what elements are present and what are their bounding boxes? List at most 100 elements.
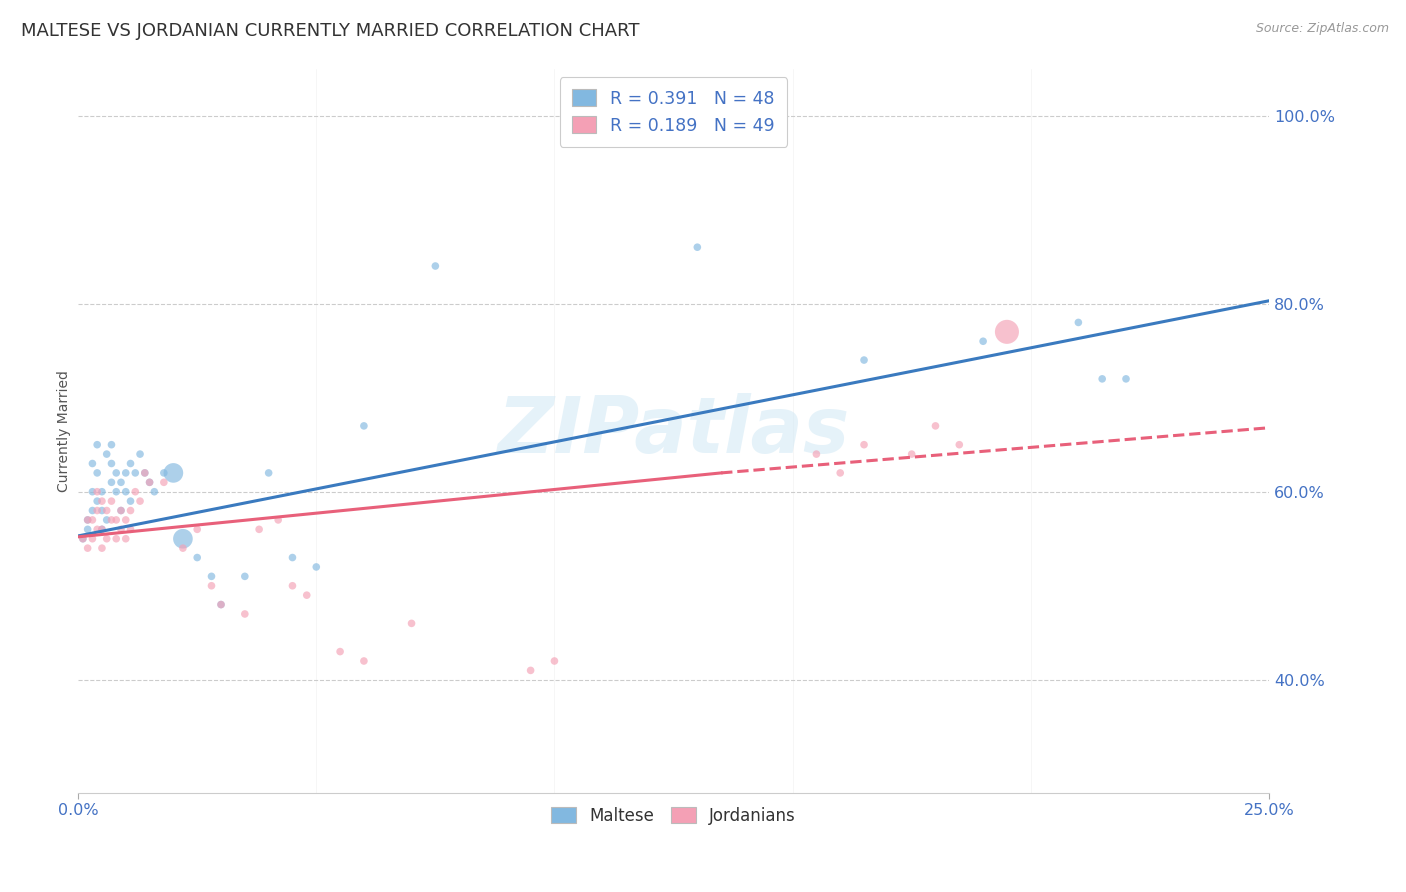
Text: ZIPatlas: ZIPatlas	[498, 392, 849, 468]
Point	[96, 447, 118, 461]
Point	[86, 494, 108, 508]
Point	[138, 475, 160, 490]
Point	[100, 438, 122, 452]
Point	[105, 532, 128, 546]
Point	[76, 522, 98, 536]
Text: Source: ZipAtlas.com: Source: ZipAtlas.com	[1256, 22, 1389, 36]
Point	[267, 513, 290, 527]
Point	[105, 466, 128, 480]
Point	[72, 532, 94, 546]
Point	[806, 447, 828, 461]
Point	[853, 438, 876, 452]
Point	[948, 438, 970, 452]
Point	[82, 513, 104, 527]
Point	[120, 503, 142, 517]
Point	[153, 466, 176, 480]
Point	[110, 503, 132, 517]
Point	[110, 475, 132, 490]
Point	[82, 484, 104, 499]
Point	[91, 503, 114, 517]
Point	[114, 466, 136, 480]
Point	[134, 466, 156, 480]
Point	[401, 616, 423, 631]
Point	[353, 418, 375, 433]
Point	[91, 541, 114, 556]
Point	[114, 484, 136, 499]
Point	[200, 569, 222, 583]
Point	[86, 484, 108, 499]
Point	[129, 447, 152, 461]
Point	[76, 513, 98, 527]
Point	[76, 513, 98, 527]
Point	[124, 466, 146, 480]
Point	[247, 522, 270, 536]
Point	[120, 457, 142, 471]
Point	[91, 522, 114, 536]
Point	[200, 579, 222, 593]
Point	[86, 438, 108, 452]
Point	[110, 522, 132, 536]
Point	[72, 532, 94, 546]
Point	[153, 475, 176, 490]
Point	[209, 598, 232, 612]
Point	[329, 644, 352, 658]
Point	[82, 532, 104, 546]
Point	[257, 466, 280, 480]
Point	[143, 484, 166, 499]
Point	[82, 457, 104, 471]
Point	[138, 475, 160, 490]
Point	[86, 503, 108, 517]
Point	[100, 457, 122, 471]
Point	[972, 334, 994, 349]
Point	[172, 532, 194, 546]
Point	[900, 447, 922, 461]
Point	[96, 503, 118, 517]
Point	[186, 550, 208, 565]
Point	[91, 494, 114, 508]
Point	[353, 654, 375, 668]
Point	[134, 466, 156, 480]
Point	[96, 532, 118, 546]
Point	[305, 560, 328, 574]
Point	[853, 353, 876, 368]
Point	[162, 466, 184, 480]
Point	[295, 588, 318, 602]
Point	[120, 522, 142, 536]
Point	[82, 503, 104, 517]
Point	[281, 579, 304, 593]
Point	[1091, 372, 1114, 386]
Point	[1115, 372, 1137, 386]
Point	[100, 475, 122, 490]
Point	[105, 484, 128, 499]
Point	[172, 541, 194, 556]
Point	[91, 522, 114, 536]
Point	[124, 484, 146, 499]
Point	[129, 494, 152, 508]
Point	[281, 550, 304, 565]
Point	[995, 325, 1018, 339]
Point	[1067, 315, 1090, 329]
Point	[105, 513, 128, 527]
Point	[519, 664, 541, 678]
Point	[96, 513, 118, 527]
Y-axis label: Currently Married: Currently Married	[58, 369, 72, 491]
Point	[100, 494, 122, 508]
Text: MALTESE VS JORDANIAN CURRENTLY MARRIED CORRELATION CHART: MALTESE VS JORDANIAN CURRENTLY MARRIED C…	[21, 22, 640, 40]
Point	[233, 607, 256, 621]
Point	[114, 513, 136, 527]
Point	[209, 598, 232, 612]
Point	[924, 418, 946, 433]
Point	[86, 522, 108, 536]
Point	[100, 513, 122, 527]
Point	[120, 494, 142, 508]
Point	[686, 240, 709, 254]
Point	[186, 522, 208, 536]
Point	[114, 532, 136, 546]
Point	[425, 259, 447, 273]
Point	[91, 484, 114, 499]
Point	[86, 466, 108, 480]
Point	[110, 503, 132, 517]
Point	[830, 466, 852, 480]
Point	[543, 654, 565, 668]
Point	[233, 569, 256, 583]
